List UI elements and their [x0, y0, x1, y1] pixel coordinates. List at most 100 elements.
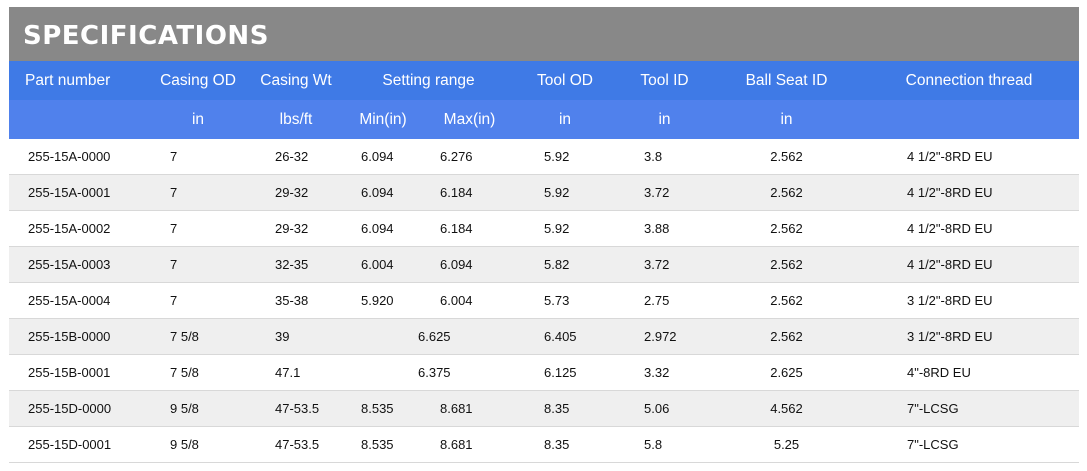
table-row: 255-15A-0001 7 29-32 6.094 6.184 5.92 3.…	[9, 174, 1079, 211]
cell-tool-id: 3.72	[615, 174, 714, 211]
cell-tool-id: 2.75	[615, 282, 714, 319]
cell-tool-id: 5.06	[615, 390, 714, 427]
cell-connection-thread: 3 1/2"-8RD EU	[859, 318, 1079, 355]
cell-setting-range: 6.625	[342, 318, 515, 355]
cell-setting-min: 6.094	[342, 139, 424, 175]
unit-tool-od: in	[515, 100, 615, 139]
table-row: 255-15A-0003 7 32-35 6.004 6.094 5.82 3.…	[9, 246, 1079, 283]
table-row: 255-15B-0000 7 5/8 39 6.625 6.405 2.972 …	[9, 318, 1079, 355]
cell-setting-min: 6.094	[342, 210, 424, 247]
cell-casing-wt: 26-32	[250, 139, 342, 175]
cell-casing-od: 9 5/8	[146, 390, 250, 427]
unit-part-number	[9, 100, 146, 139]
column-header-setting-range: Setting range	[342, 61, 515, 100]
cell-setting-max: 6.184	[424, 210, 515, 247]
cell-part-number: 255-15D-0000	[9, 390, 146, 427]
cell-setting-min: 5.920	[342, 282, 424, 319]
column-header-casing-wt: Casing Wt	[250, 61, 342, 100]
cell-part-number: 255-15D-0001	[9, 426, 146, 463]
cell-tool-od: 6.125	[515, 354, 615, 391]
cell-connection-thread: 4 1/2"-8RD EU	[859, 210, 1079, 247]
cell-tool-id: 3.72	[615, 246, 714, 283]
column-header-ball-seat-id: Ball Seat ID	[714, 61, 859, 100]
table-row: 255-15A-0002 7 29-32 6.094 6.184 5.92 3.…	[9, 210, 1079, 247]
cell-connection-thread: 7"-LCSG	[859, 426, 1079, 463]
cell-part-number: 255-15A-0000	[9, 139, 146, 175]
table-row: 255-15B-0001 7 5/8 47.1 6.375 6.125 3.32…	[9, 354, 1079, 391]
cell-connection-thread: 3 1/2"-8RD EU	[859, 282, 1079, 319]
column-header-casing-od: Casing OD	[146, 61, 250, 100]
cell-tool-od: 8.35	[515, 390, 615, 427]
cell-ball-seat-id: 2.562	[714, 139, 859, 175]
cell-casing-wt: 35-38	[250, 282, 342, 319]
cell-casing-od: 7	[146, 210, 250, 247]
cell-ball-seat-id: 5.25	[714, 426, 859, 463]
cell-tool-od: 5.73	[515, 282, 615, 319]
cell-connection-thread: 4"-8RD EU	[859, 354, 1079, 391]
cell-tool-od: 5.92	[515, 174, 615, 211]
cell-tool-id: 3.8	[615, 139, 714, 175]
cell-setting-max: 8.681	[424, 390, 515, 427]
cell-casing-od: 7	[146, 282, 250, 319]
table-row: 255-15D-0001 9 5/8 47-53.5 8.535 8.681 8…	[9, 426, 1079, 463]
cell-tool-id: 5.8	[615, 426, 714, 463]
cell-casing-od: 9 5/8	[146, 426, 250, 463]
unit-setting-max: Max(in)	[424, 100, 515, 139]
unit-connection-thread	[859, 100, 1079, 139]
cell-part-number: 255-15A-0004	[9, 282, 146, 319]
table-row: 255-15D-0000 9 5/8 47-53.5 8.535 8.681 8…	[9, 390, 1079, 427]
cell-setting-max: 6.004	[424, 282, 515, 319]
cell-part-number: 255-15A-0003	[9, 246, 146, 283]
cell-connection-thread: 4 1/2"-8RD EU	[859, 139, 1079, 175]
cell-casing-wt: 47-53.5	[250, 426, 342, 463]
cell-casing-wt: 47.1	[250, 354, 342, 391]
cell-tool-id: 3.32	[615, 354, 714, 391]
specifications-table: Part number Casing OD Casing Wt Setting …	[9, 61, 1079, 463]
cell-ball-seat-id: 2.562	[714, 318, 859, 355]
cell-ball-seat-id: 2.625	[714, 354, 859, 391]
cell-setting-range: 6.375	[342, 354, 515, 391]
cell-ball-seat-id: 2.562	[714, 282, 859, 319]
unit-tool-id: in	[615, 100, 714, 139]
cell-connection-thread: 4 1/2"-8RD EU	[859, 174, 1079, 211]
table-row: 255-15A-0000 7 26-32 6.094 6.276 5.92 3.…	[9, 139, 1079, 175]
unit-casing-wt: lbs/ft	[250, 100, 342, 139]
cell-casing-od: 7 5/8	[146, 318, 250, 355]
cell-casing-wt: 29-32	[250, 174, 342, 211]
page-title: SPECIFICATIONS	[23, 21, 269, 51]
column-header-connection-thread: Connection thread	[859, 61, 1079, 100]
cell-ball-seat-id: 2.562	[714, 174, 859, 211]
cell-ball-seat-id: 2.562	[714, 246, 859, 283]
cell-setting-min: 8.535	[342, 390, 424, 427]
cell-part-number: 255-15B-0001	[9, 354, 146, 391]
cell-part-number: 255-15B-0000	[9, 318, 146, 355]
cell-ball-seat-id: 2.562	[714, 210, 859, 247]
unit-ball-seat-id: in	[714, 100, 859, 139]
cell-casing-od: 7	[146, 246, 250, 283]
specifications-panel: SPECIFICATIONS Part number Casing OD Cas…	[9, 7, 1079, 463]
cell-setting-min: 6.094	[342, 174, 424, 211]
title-bar: SPECIFICATIONS	[9, 7, 1079, 61]
column-header-tool-id: Tool ID	[615, 61, 714, 100]
header-row: Part number Casing OD Casing Wt Setting …	[9, 61, 1079, 100]
cell-tool-od: 8.35	[515, 426, 615, 463]
column-header-part-number: Part number	[9, 61, 146, 100]
unit-casing-od: in	[146, 100, 250, 139]
cell-tool-od: 5.82	[515, 246, 615, 283]
cell-setting-max: 6.184	[424, 174, 515, 211]
cell-casing-od: 7	[146, 139, 250, 175]
cell-casing-od: 7	[146, 174, 250, 211]
cell-casing-od: 7 5/8	[146, 354, 250, 391]
cell-casing-wt: 32-35	[250, 246, 342, 283]
cell-setting-max: 6.094	[424, 246, 515, 283]
cell-tool-od: 6.405	[515, 318, 615, 355]
cell-connection-thread: 4 1/2"-8RD EU	[859, 246, 1079, 283]
cell-tool-id: 3.88	[615, 210, 714, 247]
table-row: 255-15A-0004 7 35-38 5.920 6.004 5.73 2.…	[9, 282, 1079, 319]
cell-setting-min: 8.535	[342, 426, 424, 463]
column-header-tool-od: Tool OD	[515, 61, 615, 100]
cell-part-number: 255-15A-0001	[9, 174, 146, 211]
cell-ball-seat-id: 4.562	[714, 390, 859, 427]
cell-tool-id: 2.972	[615, 318, 714, 355]
cell-setting-max: 6.276	[424, 139, 515, 175]
